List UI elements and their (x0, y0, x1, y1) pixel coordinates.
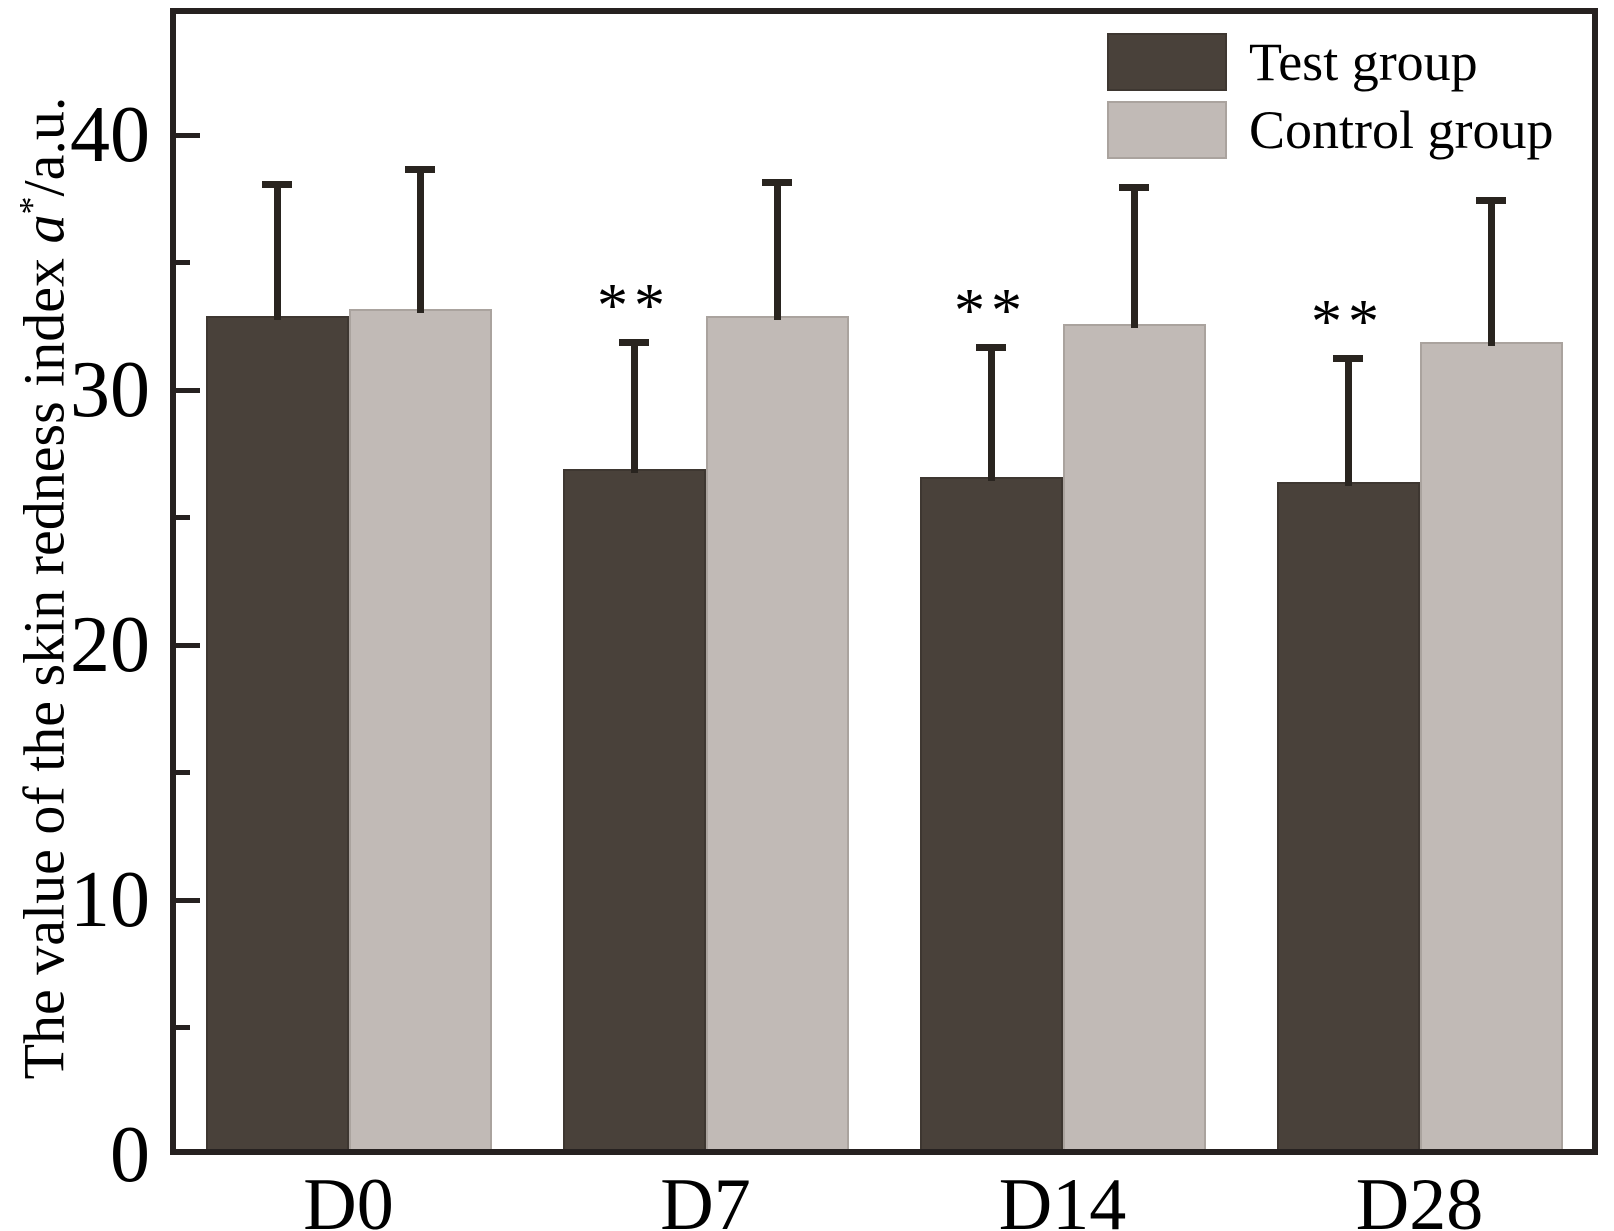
y-tick-label-20: 20 (70, 601, 150, 690)
error-cap-control-group-d28 (1476, 196, 1506, 204)
error-bar-test-group-d0 (273, 181, 281, 321)
bar-control-group-d14 (1062, 324, 1206, 1152)
x-tick-label-d7: D7 (660, 1164, 751, 1231)
error-bar-control-group-d0 (416, 166, 424, 313)
y-tick-label-0: 0 (110, 1111, 150, 1199)
y-minor-tick-35 (176, 260, 190, 266)
significance-marker-d14: ** (954, 277, 1028, 346)
error-bar-control-group-d28 (1487, 196, 1495, 346)
significance-marker-d7: ** (597, 272, 671, 341)
x-tick-label-d14: D14 (998, 1164, 1127, 1231)
error-cap-test-group-d0 (262, 181, 292, 189)
y-minor-tick-5 (176, 1025, 190, 1031)
error-bar-control-group-d7 (773, 178, 781, 321)
y-minor-tick-25 (176, 515, 190, 521)
bar-control-group-d7 (705, 316, 849, 1152)
error-cap-control-group-d14 (1119, 183, 1149, 191)
error-bar-control-group-d14 (1130, 183, 1138, 329)
error-bar-test-group-d7 (630, 339, 638, 474)
legend-item-control-group: Control group (1107, 101, 1554, 159)
legend-label-control-group: Control group (1249, 100, 1554, 160)
legend-item-test-group: Test group (1107, 33, 1554, 91)
legend-swatch-test-group (1107, 33, 1227, 91)
bar-control-group-d28 (1419, 341, 1563, 1152)
x-tick-label-d28: D28 (1355, 1164, 1484, 1231)
legend: Test group Control group (1107, 33, 1554, 169)
y-tick-20 (176, 642, 200, 648)
y-tick-label-40: 40 (70, 91, 150, 180)
y-axis-title-superscript: * (11, 196, 52, 215)
x-tick-label-d0: D0 (303, 1164, 394, 1231)
y-minor-tick-15 (176, 770, 190, 776)
bar-test-group-d28 (1276, 482, 1420, 1152)
bar-test-group-d14 (919, 476, 1063, 1152)
y-tick-label-30: 30 (70, 346, 150, 435)
bar-test-group-d7 (562, 469, 706, 1152)
y-axis-title-variable: a (11, 214, 77, 244)
y-tick-label-10: 10 (70, 856, 150, 945)
error-bar-test-group-d14 (987, 344, 995, 481)
significance-marker-d28: ** (1311, 287, 1385, 356)
y-tick-10 (176, 897, 200, 903)
bar-control-group-d0 (348, 308, 492, 1152)
bar-test-group-d0 (205, 316, 349, 1152)
legend-label-test-group: Test group (1249, 32, 1478, 92)
error-cap-control-group-d7 (762, 178, 792, 186)
legend-swatch-control-group (1107, 101, 1227, 159)
y-tick-40 (176, 132, 200, 138)
error-cap-control-group-d0 (405, 166, 435, 174)
error-cap-test-group-d14 (976, 344, 1006, 352)
y-tick-30 (176, 387, 200, 393)
error-cap-test-group-d7 (619, 339, 649, 347)
error-bar-test-group-d28 (1344, 354, 1352, 487)
error-cap-test-group-d28 (1333, 354, 1363, 362)
